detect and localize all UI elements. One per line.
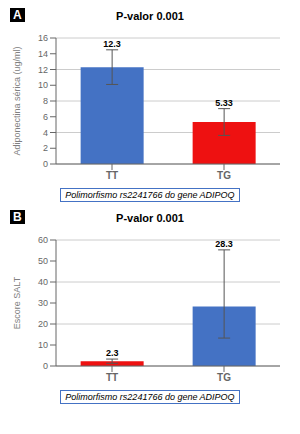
svg-text:TT: TT (106, 170, 118, 181)
svg-text:4: 4 (43, 128, 48, 138)
html-text:A: A (13, 8, 22, 22)
svg-text:50: 50 (38, 256, 48, 266)
html-text:Polimorfismo rs2241766 do gene: Polimorfismo rs2241766 do gene ADIPOQ (65, 392, 235, 402)
svg-text:TG: TG (217, 170, 231, 181)
svg-text:12.3: 12.3 (103, 39, 121, 49)
html-text:P-valor 0.001: P-valor 0.001 (116, 212, 184, 224)
html-text:Polimorfismo rs2241766 do gene: Polimorfismo rs2241766 do gene ADIPOQ (65, 190, 235, 200)
svg-text:10: 10 (38, 80, 48, 90)
svg-text:30: 30 (38, 298, 48, 308)
svg-text:14: 14 (38, 49, 48, 59)
svg-text:40: 40 (38, 277, 48, 287)
svg-text:2: 2 (43, 143, 48, 153)
svg-text:TT: TT (106, 372, 118, 383)
html-text:P-valor 0.001: P-valor 0.001 (116, 10, 184, 22)
svg-text:0: 0 (43, 361, 48, 371)
svg-text:Adiponectina sérica (ug/ml): Adiponectina sérica (ug/ml) (12, 46, 22, 155)
svg-text:0: 0 (43, 159, 48, 169)
svg-text:TG: TG (217, 372, 231, 383)
svg-text:16: 16 (38, 33, 48, 43)
svg-text:2.3: 2.3 (106, 348, 119, 358)
html-text:B: B (13, 210, 22, 224)
svg-text:12: 12 (38, 65, 48, 75)
svg-text:20: 20 (38, 319, 48, 329)
svg-text:6: 6 (43, 112, 48, 122)
svg-text:5.33: 5.33 (215, 98, 233, 108)
svg-text:8: 8 (43, 96, 48, 106)
svg-text:28.3: 28.3 (215, 239, 233, 249)
svg-text:60: 60 (38, 235, 48, 245)
svg-text:Escore SALT: Escore SALT (12, 276, 22, 329)
svg-text:10: 10 (38, 340, 48, 350)
